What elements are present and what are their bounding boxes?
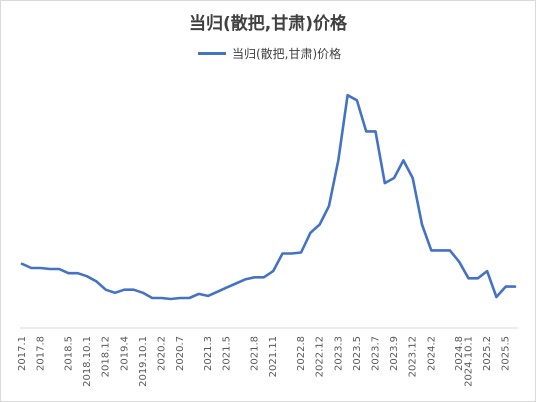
x-tick-label: 2018.12: [101, 336, 112, 377]
x-tick-label: 2024.8: [454, 336, 465, 371]
chart-legend: 当归(散把,甘肃)价格: [198, 45, 341, 61]
legend-swatch: [198, 51, 226, 55]
x-tick-label: 2017.1: [17, 336, 28, 371]
x-tick-label: 2019.4: [119, 336, 130, 371]
x-tick-label: 2021.3: [203, 336, 214, 371]
x-tick-label: 2017.8: [36, 336, 47, 371]
x-tick-label: 2020.7: [175, 336, 186, 371]
x-tick-label: 2018.10.1: [82, 336, 93, 387]
x-tick-label: 2023.3: [333, 336, 344, 371]
x-tick-label: 2023.12: [408, 336, 419, 377]
x-tick-label: 2025.2: [482, 336, 493, 371]
x-tick-label: 2023.7: [370, 336, 381, 371]
chart-title: 当归(散把,甘肃)价格: [189, 14, 347, 34]
x-tick-label: 2021.5: [222, 336, 233, 371]
x-tick-label: 2021.8: [250, 336, 261, 371]
x-tick-label: 2024.2: [426, 336, 437, 371]
x-tick-label: 2023.5: [352, 336, 363, 371]
x-tick-label: 2019.10.1: [138, 336, 149, 387]
x-tick-label: 2024.10.1: [463, 336, 474, 387]
x-tick-label: 2022.12: [315, 336, 326, 377]
x-tick-label: 2023.9: [389, 336, 400, 371]
x-tick-label: 2022.8: [296, 336, 307, 371]
x-tick-label: 2025.5: [501, 336, 512, 371]
legend-label: 当归(散把,甘肃)价格: [232, 46, 342, 61]
x-tick-label: 2021.11: [268, 336, 279, 377]
x-tick-label: 2018.5: [64, 336, 75, 371]
series-line-danggui-price: [20, 93, 517, 301]
x-tick-label: 2020.2: [157, 336, 168, 371]
